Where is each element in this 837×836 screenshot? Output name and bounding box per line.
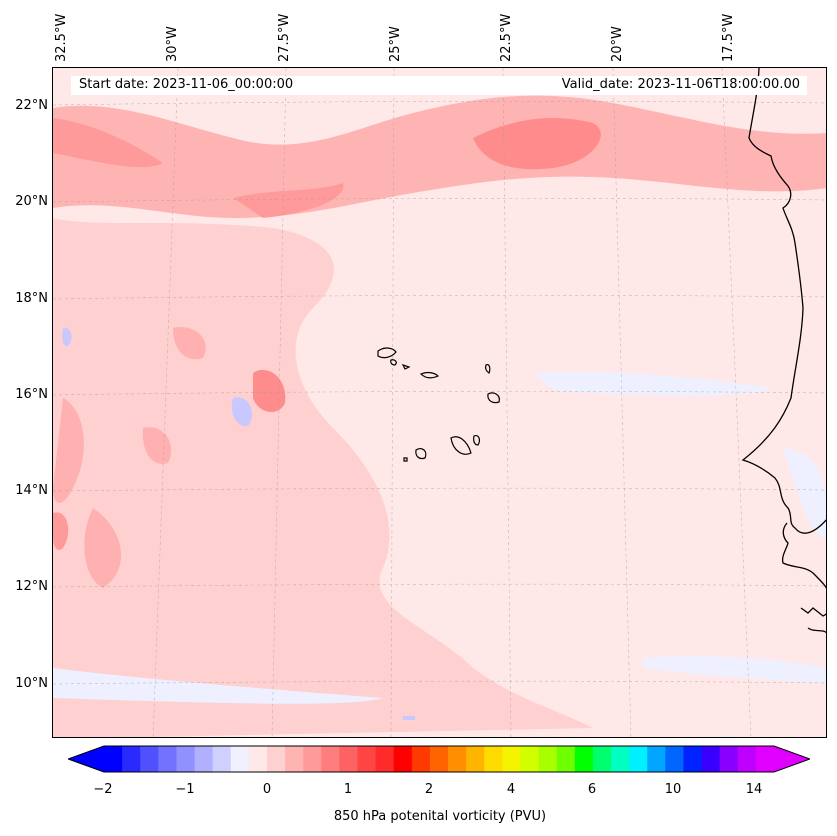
pv-contour-moderate — [173, 327, 206, 360]
start-date-label: Start date: 2023-11-06_00:00:00 — [79, 77, 294, 92]
colorbar-extend-high — [774, 746, 810, 772]
colorbar-segment — [665, 746, 684, 772]
colorbar-segment — [484, 746, 503, 772]
colorbar-segment — [158, 746, 177, 772]
colorbar-tick-label: 0 — [262, 782, 272, 797]
pv-contour-negative — [533, 371, 773, 396]
colorbar-segment — [429, 746, 449, 772]
colorbar-extend-low — [68, 746, 104, 772]
colorbar-tick-label: 10 — [664, 782, 682, 797]
pv-contour-negative — [53, 668, 383, 704]
colorbar-segment — [411, 746, 431, 772]
colorbar-segment — [592, 746, 612, 772]
colorbar-tick-label: 2 — [424, 782, 434, 797]
colorbar-segment — [574, 746, 594, 772]
colorbar-segment — [230, 746, 250, 772]
colorbar-segment — [647, 746, 666, 772]
pv-contour-moderate — [53, 398, 84, 503]
colorbar-tick-label: −2 — [93, 782, 113, 797]
pv-contour-weak — [53, 218, 593, 737]
colorbar-segment — [248, 746, 268, 772]
colorbar-tick-label: 4 — [506, 782, 516, 797]
colorbar-segment — [104, 746, 123, 772]
colorbar-tick-label: −1 — [175, 782, 195, 797]
pv-contour-moderate — [253, 369, 286, 413]
colorbar-segment — [140, 746, 159, 772]
coastline-africa — [741, 68, 826, 634]
colorbar-segment — [737, 746, 757, 772]
colorbar-segment — [466, 746, 485, 772]
colorbar-segment — [176, 746, 196, 772]
colorbar-segment — [719, 746, 739, 772]
colorbar-segment — [212, 746, 232, 772]
pv-contour-strong — [53, 118, 163, 168]
colorbar — [66, 744, 812, 774]
header-banner — [71, 76, 807, 95]
colorbar-segment — [502, 746, 521, 772]
pv-contour-moderate — [53, 95, 826, 218]
pv-contour-negative — [783, 448, 826, 539]
colorbar-segment — [755, 746, 775, 772]
lon-label: 32.5°W — [54, 13, 69, 62]
lat-label: 20°N — [15, 194, 48, 209]
lat-label: 16°N — [15, 387, 48, 402]
lon-label: 22.5°W — [499, 13, 514, 62]
lat-label: 22°N — [15, 98, 48, 113]
pv-contour-moderate — [84, 508, 122, 588]
colorbar-segment — [321, 746, 340, 772]
colorbar-title: 850 hPa potenital vorticity (PVU) — [333, 809, 547, 824]
colorbar-segment — [339, 746, 359, 772]
island-outlines — [377, 347, 500, 462]
map-panel[interactable] — [52, 67, 827, 738]
colorbar-tick-label: 1 — [343, 782, 353, 797]
pv-field — [53, 68, 826, 737]
colorbar-segment — [683, 746, 703, 772]
lon-label: 17.5°W — [721, 13, 736, 62]
lon-label: 27.5°W — [277, 13, 292, 62]
colorbar-segment — [629, 746, 648, 772]
lon-label: 20°W — [610, 26, 625, 62]
pv-contour-strong — [233, 183, 344, 218]
colorbar-segment — [556, 746, 576, 772]
pv-contour-strong — [473, 118, 601, 170]
colorbar-segment — [701, 746, 721, 772]
colorbar-segment — [611, 746, 630, 772]
pv-contour-negative — [62, 327, 72, 347]
colorbar-segment — [357, 746, 377, 772]
graticule — [53, 68, 826, 737]
pv-contour-moderate — [53, 512, 69, 550]
colorbar-svg — [66, 745, 812, 773]
colorbar-segment — [375, 746, 395, 772]
colorbar-segment — [122, 746, 141, 772]
pv-contour-negative — [403, 716, 415, 720]
colorbar-segment — [303, 746, 322, 772]
valid-date-label: Valid_date: 2023-11-06T18:00:00.00 — [561, 77, 800, 92]
colorbar-segment — [448, 746, 467, 772]
pv-contour-negative — [231, 397, 253, 427]
colorbar-tick-label: 6 — [587, 782, 597, 797]
pv-contour-negative — [643, 656, 826, 683]
lat-label: 12°N — [15, 579, 48, 594]
colorbar-segment — [285, 746, 304, 772]
colorbar-segment — [266, 746, 286, 772]
colorbar-segment — [520, 746, 540, 772]
colorbar-segment — [393, 746, 413, 772]
colorbar-tick-label: 14 — [745, 782, 763, 797]
lon-label: 30°W — [165, 26, 180, 62]
lat-label: 14°N — [15, 483, 48, 498]
lat-label: 10°N — [15, 676, 48, 691]
lat-label: 18°N — [15, 291, 48, 306]
colorbar-segment — [538, 746, 558, 772]
colorbar-segment — [194, 746, 214, 772]
lon-label: 25°W — [388, 26, 403, 62]
